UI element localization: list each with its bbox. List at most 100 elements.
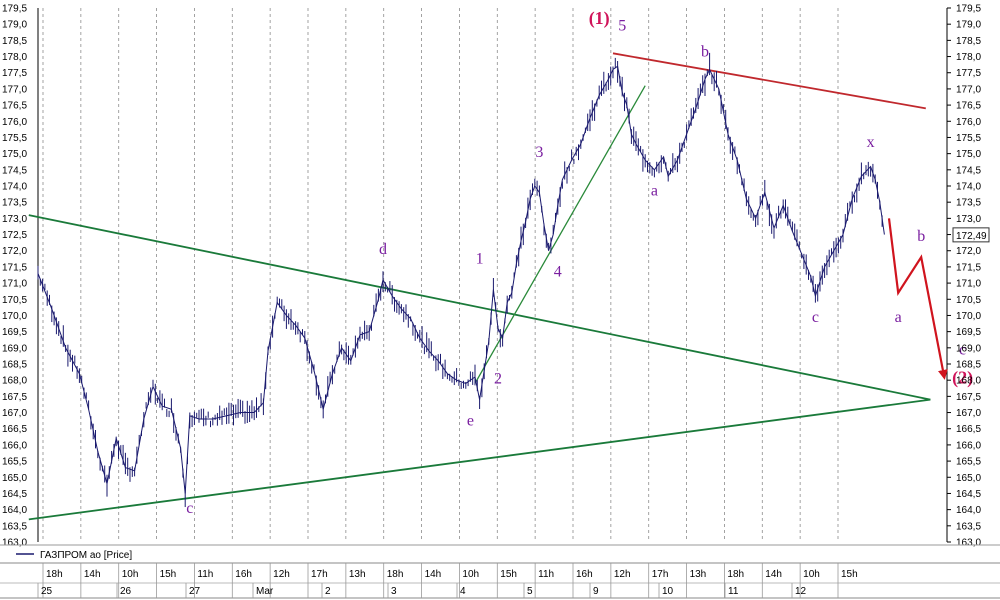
y-tick-right: 171,0 bbox=[956, 279, 981, 290]
x-tick-day: 4 bbox=[460, 586, 466, 597]
last-price-marker: 172,49 bbox=[952, 227, 990, 243]
y-tick-left: 168,0 bbox=[2, 376, 27, 387]
x-tick-hour: 15h bbox=[841, 569, 858, 580]
y-tick-right: 168,5 bbox=[956, 360, 981, 371]
wave-label: 3 bbox=[535, 144, 543, 161]
y-tick-left: 170,0 bbox=[2, 311, 27, 322]
y-axis-left: 163,0 163,5 164,0 164,5 165,0 165,5 166,0 166,5… bbox=[2, 4, 27, 549]
x-tick-day: 9 bbox=[593, 586, 599, 597]
x-tick-hour: 18h bbox=[727, 569, 744, 580]
x-tick-day: 27 bbox=[189, 586, 201, 597]
y-tick-right: 175,0 bbox=[956, 149, 981, 160]
y-tick-left: 178,0 bbox=[2, 52, 27, 63]
y-tick-left: 172,5 bbox=[2, 230, 27, 241]
y-tick-left: 178,5 bbox=[2, 36, 27, 47]
y-tick-left: 173,5 bbox=[2, 198, 27, 209]
y-tick-left: 175,0 bbox=[2, 149, 27, 160]
x-tick-hour: 14h bbox=[84, 569, 101, 580]
x-axis-days: 25 26 27 Mar 2 3 4 5 9 10 11 12 bbox=[37, 583, 807, 598]
y-tick-left: 165,5 bbox=[2, 457, 27, 468]
wave-label: 4 bbox=[554, 264, 562, 281]
wave-label: a bbox=[895, 309, 902, 326]
x-tick-hour: 15h bbox=[500, 569, 517, 580]
trendline-triangle-lower bbox=[28, 398, 931, 521]
trendline-channel-upper bbox=[612, 52, 926, 110]
y-tick-left: 176,0 bbox=[2, 117, 27, 128]
y-tick-right: 176,5 bbox=[956, 101, 981, 112]
wave-label: c bbox=[959, 341, 966, 358]
y-tick-left: 177,5 bbox=[2, 68, 27, 79]
y-tick-right: 176,0 bbox=[956, 117, 981, 128]
y-tick-right: 169,0 bbox=[956, 343, 981, 354]
y-tick-left: 170,5 bbox=[2, 295, 27, 306]
y-tick-left: 177,0 bbox=[2, 84, 27, 95]
y-tick-right: 166,0 bbox=[956, 440, 981, 451]
wave-label: b bbox=[917, 228, 925, 245]
y-tick-right: 163,0 bbox=[956, 538, 981, 549]
y-tick-right: 163,5 bbox=[956, 521, 981, 532]
y-tick-right: 177,0 bbox=[956, 84, 981, 95]
x-tick-day: 26 bbox=[120, 586, 132, 597]
x-tick-day: 25 bbox=[41, 586, 53, 597]
wave-label: (2) bbox=[952, 367, 973, 388]
y-tick-right: 177,5 bbox=[956, 68, 981, 79]
y-tick-right: 173,5 bbox=[956, 198, 981, 209]
y-tick-left: 169,0 bbox=[2, 343, 27, 354]
y-tick-right: 179,5 bbox=[956, 4, 981, 15]
y-tick-right: 178,5 bbox=[956, 36, 981, 47]
wave-label: a bbox=[651, 183, 658, 200]
y-tick-right: 178,0 bbox=[956, 52, 981, 63]
y-tick-left: 165,0 bbox=[2, 473, 27, 484]
y-tick-left: 175,5 bbox=[2, 133, 27, 144]
x-tick-hour: 16h bbox=[235, 569, 252, 580]
y-tick-right: 170,5 bbox=[956, 295, 981, 306]
x-tick-day: 2 bbox=[325, 586, 331, 597]
trendlines bbox=[28, 52, 931, 521]
wave-label: c bbox=[186, 500, 193, 517]
y-tick-right: 168,0 bbox=[956, 376, 981, 387]
y-tick-right: 174,0 bbox=[956, 182, 981, 193]
x-tick-hour: 10h bbox=[122, 569, 139, 580]
wave-label: b bbox=[701, 44, 709, 61]
x-tick-day: 12 bbox=[795, 586, 807, 597]
y-tick-left: 172,0 bbox=[2, 246, 27, 257]
y-tick-right: 170,0 bbox=[956, 311, 981, 322]
x-axis-area bbox=[0, 563, 1000, 600]
x-tick-hour: 14h bbox=[425, 569, 442, 580]
y-tick-left: 173,0 bbox=[2, 214, 27, 225]
y-tick-right: 165,5 bbox=[956, 457, 981, 468]
y-tick-left: 164,0 bbox=[2, 505, 27, 516]
x-tick-hour: 11h bbox=[538, 569, 554, 580]
wave-labels: c d e 1 2 3 4 (1) 5 a b c x a b c (2) bbox=[186, 8, 973, 517]
y-tick-left: 179,0 bbox=[2, 20, 27, 31]
y-tick-left: 163,5 bbox=[2, 521, 27, 532]
y-tick-right: 167,5 bbox=[956, 392, 981, 403]
wave-label: x bbox=[867, 134, 875, 151]
x-tick-hour: 18h bbox=[387, 569, 404, 580]
y-tick-left: 174,5 bbox=[2, 165, 27, 176]
y-tick-right: 166,5 bbox=[956, 424, 981, 435]
x-tick-day: 10 bbox=[662, 586, 674, 597]
y-tick-right: 164,5 bbox=[956, 489, 981, 500]
x-axis-hours: 18h 14h 10h 15h 11h 16h 12h 17h 13h 18h 14h 10h 15h 1… bbox=[42, 563, 858, 598]
x-tick-hour: 10h bbox=[803, 569, 820, 580]
y-tick-right: 165,0 bbox=[956, 473, 981, 484]
y-tick-left: 171,0 bbox=[2, 279, 27, 290]
y-tick-left: 166,0 bbox=[2, 440, 27, 451]
y-tick-left: 167,5 bbox=[2, 392, 27, 403]
y-tick-right: 171,5 bbox=[956, 262, 981, 273]
y-tick-right: 174,5 bbox=[956, 165, 981, 176]
y-tick-right: 172,0 bbox=[956, 246, 981, 257]
x-tick-hour: 11h bbox=[197, 569, 213, 580]
y-tick-left: 167,0 bbox=[2, 408, 27, 419]
wave-label: c bbox=[812, 309, 819, 326]
x-tick-hour: 13h bbox=[690, 569, 707, 580]
legend-label: ГАЗПРОМ ао [Price] bbox=[40, 550, 132, 561]
x-tick-day: 11 bbox=[728, 586, 739, 597]
x-tick-hour: 13h bbox=[349, 569, 366, 580]
x-tick-hour: 12h bbox=[614, 569, 631, 580]
y-tick-left: 163,0 bbox=[2, 538, 27, 549]
x-tick-day: 5 bbox=[527, 586, 533, 597]
